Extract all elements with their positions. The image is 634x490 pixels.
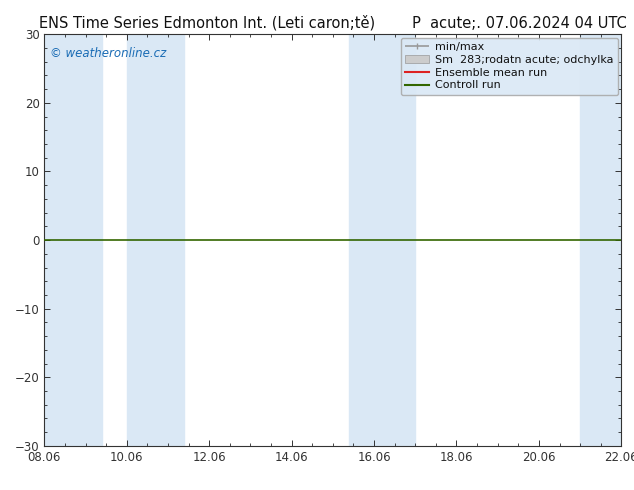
Bar — [44, 34, 102, 446]
Bar — [580, 34, 621, 446]
Title: ENS Time Series Edmonton Int. (Leti caron;tě)        P  acute;. 07.06.2024 04 UT: ENS Time Series Edmonton Int. (Leti caro… — [39, 15, 627, 30]
Legend: min/max, Sm  283;rodatn acute; odchylka, Ensemble mean run, Controll run: min/max, Sm 283;rodatn acute; odchylka, … — [401, 38, 618, 95]
Text: © weatheronline.cz: © weatheronline.cz — [50, 47, 166, 60]
Bar — [349, 34, 415, 446]
Bar — [127, 34, 184, 446]
